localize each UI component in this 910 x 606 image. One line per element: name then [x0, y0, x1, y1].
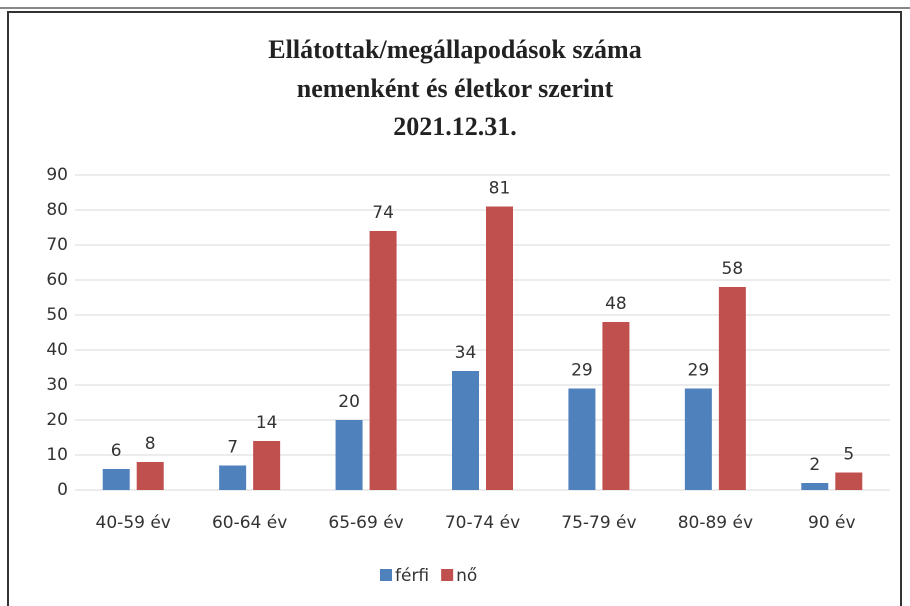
bar	[335, 420, 363, 490]
y-tick-label: 0	[57, 480, 68, 500]
bar	[102, 469, 130, 490]
x-tick-label: 65-69 év	[328, 513, 403, 533]
y-tick-label: 50	[46, 305, 68, 325]
bar	[835, 472, 863, 490]
bar	[718, 287, 746, 490]
data-label: 29	[688, 361, 710, 381]
y-tick-label: 30	[46, 375, 68, 395]
bar	[486, 206, 513, 490]
data-label: 5	[843, 445, 854, 465]
bar	[219, 465, 247, 490]
bar	[801, 483, 829, 490]
y-tick-label: 90	[46, 165, 68, 185]
data-label: 8	[145, 434, 156, 454]
y-tick-label: 40	[46, 340, 68, 360]
x-tick-label: 90 év	[808, 513, 856, 533]
chart-title: 2021.12.31.	[393, 112, 517, 141]
y-tick-label: 60	[46, 270, 68, 290]
y-tick-label: 10	[46, 445, 68, 465]
bar	[136, 462, 164, 490]
bar	[253, 441, 281, 490]
data-label: 74	[372, 203, 394, 223]
y-tick-label: 80	[46, 200, 68, 220]
legend-label: férfi	[395, 566, 429, 586]
bar	[568, 388, 596, 490]
data-label: 34	[455, 343, 477, 363]
data-label: 14	[256, 413, 278, 433]
data-label: 48	[605, 294, 627, 314]
x-tick-label: 75-79 év	[561, 513, 636, 533]
bar	[452, 371, 479, 490]
x-tick-label: 40-59 év	[96, 513, 171, 533]
bar	[684, 388, 712, 490]
x-tick-label: 80-89 év	[678, 513, 753, 533]
bar	[369, 231, 397, 490]
legend-swatch	[441, 569, 454, 581]
data-label: 81	[489, 179, 511, 199]
bar	[602, 322, 630, 490]
y-tick-label: 70	[46, 235, 68, 255]
y-tick-label: 20	[46, 410, 68, 430]
data-label: 20	[338, 392, 360, 412]
chart-frame	[7, 11, 902, 606]
chart-title: nemenként és életkor szerint	[297, 74, 614, 103]
data-label: 7	[227, 438, 238, 458]
data-label: 2	[809, 455, 820, 475]
legend-label: nő	[456, 566, 477, 586]
legend-swatch	[380, 569, 392, 581]
x-tick-label: 70-74 év	[445, 513, 520, 533]
data-label: 6	[111, 441, 122, 461]
data-label: 29	[571, 361, 593, 381]
x-tick-label: 60-64 év	[212, 513, 287, 533]
chart-title: Ellátottak/megállapodások száma	[268, 35, 641, 64]
data-label: 58	[722, 259, 744, 279]
